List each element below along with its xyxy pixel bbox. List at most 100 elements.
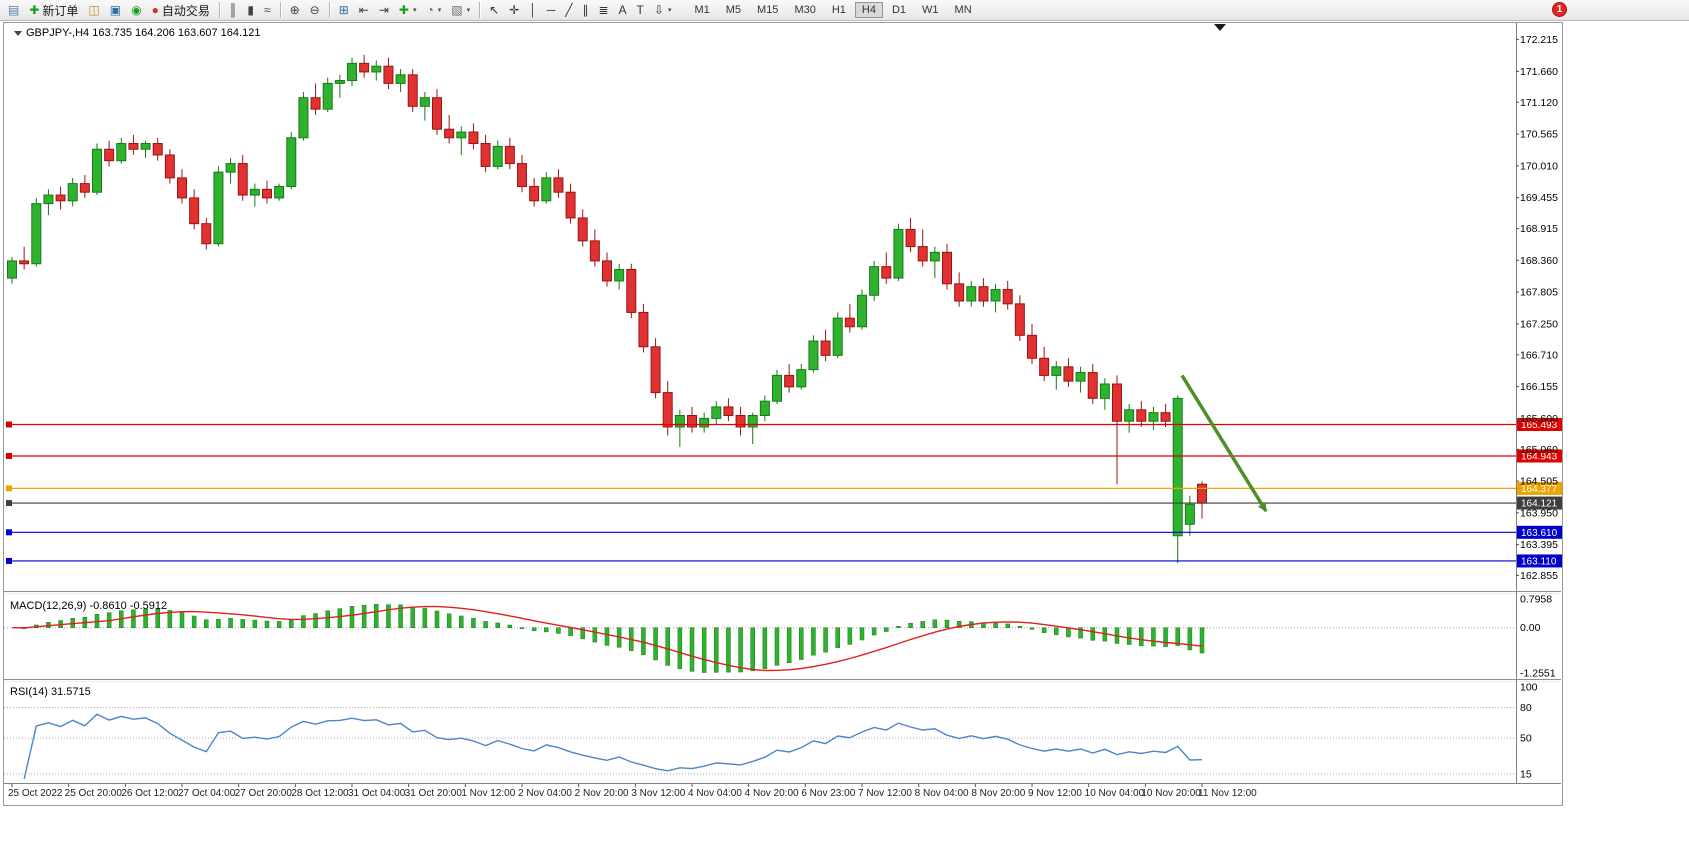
- timeframe-m15[interactable]: M15: [757, 4, 779, 16]
- zoom-out-button[interactable]: ⊖: [306, 0, 324, 20]
- candle: [322, 82, 333, 110]
- line-handle: [6, 529, 12, 536]
- scroll-to-end-button[interactable]: ⇥: [375, 0, 393, 20]
- candle: [67, 183, 78, 202]
- macd-histogram-bar: [811, 627, 816, 656]
- candle: [1027, 334, 1037, 359]
- macd-histogram-bar: [908, 622, 913, 628]
- timeframe-h1[interactable]: H1: [831, 4, 846, 16]
- vertical-line-icon: │: [529, 3, 537, 17]
- svg-text:27 Oct 04:00: 27 Oct 04:00: [178, 788, 236, 799]
- tile-windows-button[interactable]: ⊞: [335, 0, 353, 20]
- trendline-button[interactable]: ╱: [561, 0, 576, 20]
- arrows-button[interactable]: ⇩ ▾: [650, 0, 676, 20]
- macd-histogram-bar: [1163, 627, 1168, 647]
- timeframe-m1[interactable]: M1: [694, 4, 710, 16]
- svg-text:165.600: 165.600: [1520, 413, 1558, 425]
- svg-text:8 Nov 04:00: 8 Nov 04:00: [915, 788, 969, 799]
- indicators-button[interactable]: ✚ ▾: [395, 0, 421, 20]
- cursor-icon: ↖: [489, 3, 500, 17]
- channel-button[interactable]: ∥: [578, 0, 592, 20]
- periods-button[interactable]: ◔ ▾: [422, 0, 445, 20]
- chart-profiles-button[interactable]: ◫: [84, 0, 103, 20]
- templates-button[interactable]: ▧ ▾: [447, 0, 474, 20]
- line-chart-button[interactable]: ≈: [260, 0, 275, 20]
- timeframe-w1[interactable]: W1: [922, 4, 939, 16]
- candle: [844, 317, 855, 328]
- market-watch-button[interactable]: ▣: [106, 0, 125, 20]
- timeframe-m5[interactable]: M5: [725, 4, 742, 16]
- data-window-icon: ◉: [131, 3, 142, 17]
- candle: [614, 268, 625, 282]
- candle: [225, 163, 236, 173]
- candle: [298, 97, 309, 139]
- svg-text:163.610: 163.610: [1521, 528, 1558, 539]
- candle: [626, 268, 637, 313]
- chevron-down-icon: ▾: [437, 7, 442, 14]
- horizontal-line-button[interactable]: ─: [543, 0, 560, 20]
- new-chart-button[interactable]: ▤: [4, 0, 23, 20]
- macd-histogram-bar: [993, 622, 998, 628]
- chevron-down-icon: ▾: [412, 7, 417, 14]
- main-toolbar: ▤ ✚ 新订单 ◫ ▣ ◉ ● 自动交易 ║ ▮ ≈ ⊕ ⊖ ⊞ ⇤ ⇥ ✚ ▾ ◔ ▾ ▧ ▾ ↖ ✛ │ ─ ╱ ∥ ≣ A T ⇩ ▾ M1…: [0, 0, 1689, 21]
- price-lines[interactable]: 165.493 164.943 164.377 164.121 163.610 163.1…: [6, 417, 1562, 568]
- chart-shift-button[interactable]: ⇤: [355, 0, 373, 20]
- macd-indicator-label: MACD(12,26,9) -0.8610 -0.5912: [10, 600, 168, 612]
- cursor-button[interactable]: ↖: [485, 0, 503, 20]
- candle: [820, 340, 831, 356]
- line-handle: [6, 485, 12, 492]
- candle: [371, 65, 382, 73]
- candle: [990, 289, 1001, 302]
- svg-text:-1.2551: -1.2551: [1520, 668, 1556, 680]
- quick-trade-collapse-icon[interactable]: [14, 30, 22, 36]
- candle: [541, 177, 552, 202]
- timeframe-d1[interactable]: D1: [891, 4, 907, 16]
- svg-text:0.7958: 0.7958: [1520, 594, 1552, 606]
- timeframe-m30[interactable]: M30: [794, 4, 816, 16]
- candle: [262, 188, 272, 199]
- macd-histogram-bar: [204, 619, 209, 628]
- line-handle: [6, 421, 12, 428]
- toolbar-separator: [218, 2, 220, 18]
- candle: [468, 131, 479, 145]
- price-axis[interactable]: 172.215 171.660 171.120 170.565 170.010 169.4…: [1516, 23, 1558, 783]
- tile-windows-icon: ⊞: [338, 3, 349, 17]
- candlestick-chart-button[interactable]: ▮: [243, 0, 258, 20]
- time-axis[interactable]: 25 Oct 2022 25 Oct 20:00 26 Oct 12:00 27 Oc…: [4, 783, 1561, 800]
- line-handle: [6, 452, 12, 459]
- line-handle: [6, 557, 12, 564]
- candle: [1014, 303, 1025, 336]
- timeframe-mn[interactable]: MN: [954, 4, 972, 16]
- text-button[interactable]: A: [615, 0, 631, 20]
- auto-trading-button[interactable]: ● 自动交易: [148, 0, 214, 20]
- new-order-button[interactable]: ✚ 新订单: [25, 0, 82, 20]
- bar-chart-button[interactable]: ║: [225, 0, 242, 20]
- data-window-button[interactable]: ◉: [127, 0, 145, 20]
- svg-text:26 Oct 12:00: 26 Oct 12:00: [121, 788, 179, 799]
- svg-text:172.215: 172.215: [1520, 34, 1558, 46]
- candle: [480, 143, 491, 167]
- vertical-line-button[interactable]: │: [525, 0, 541, 20]
- candle: [432, 97, 442, 130]
- svg-text:167.250: 167.250: [1520, 318, 1558, 330]
- candle: [954, 283, 965, 302]
- fibonacci-button[interactable]: ≣: [594, 0, 612, 20]
- price-tag: [1517, 417, 1562, 431]
- candle: [249, 188, 260, 196]
- timeframe-h4[interactable]: H4: [854, 2, 883, 18]
- svg-text:166.155: 166.155: [1520, 381, 1558, 393]
- candle: [711, 406, 722, 419]
- macd-histogram-bar: [847, 627, 853, 645]
- macd-histogram-bar: [434, 610, 440, 628]
- notification-badge[interactable]: 1: [1552, 2, 1567, 17]
- down-arrow-annotation[interactable]: [1180, 374, 1268, 513]
- zoom-in-button[interactable]: ⊕: [286, 0, 304, 20]
- candle: [310, 97, 321, 110]
- candle: [565, 191, 576, 219]
- text-label-button[interactable]: T: [633, 0, 648, 20]
- new-chart-icon: ▤: [8, 3, 20, 17]
- macd-histogram-bar: [677, 627, 683, 669]
- macd-histogram-bar: [264, 620, 270, 628]
- chart-canvas[interactable]: 165.493 164.943 164.377 164.121 163.610 163.1…: [4, 23, 1562, 803]
- crosshair-button[interactable]: ✛: [505, 0, 523, 20]
